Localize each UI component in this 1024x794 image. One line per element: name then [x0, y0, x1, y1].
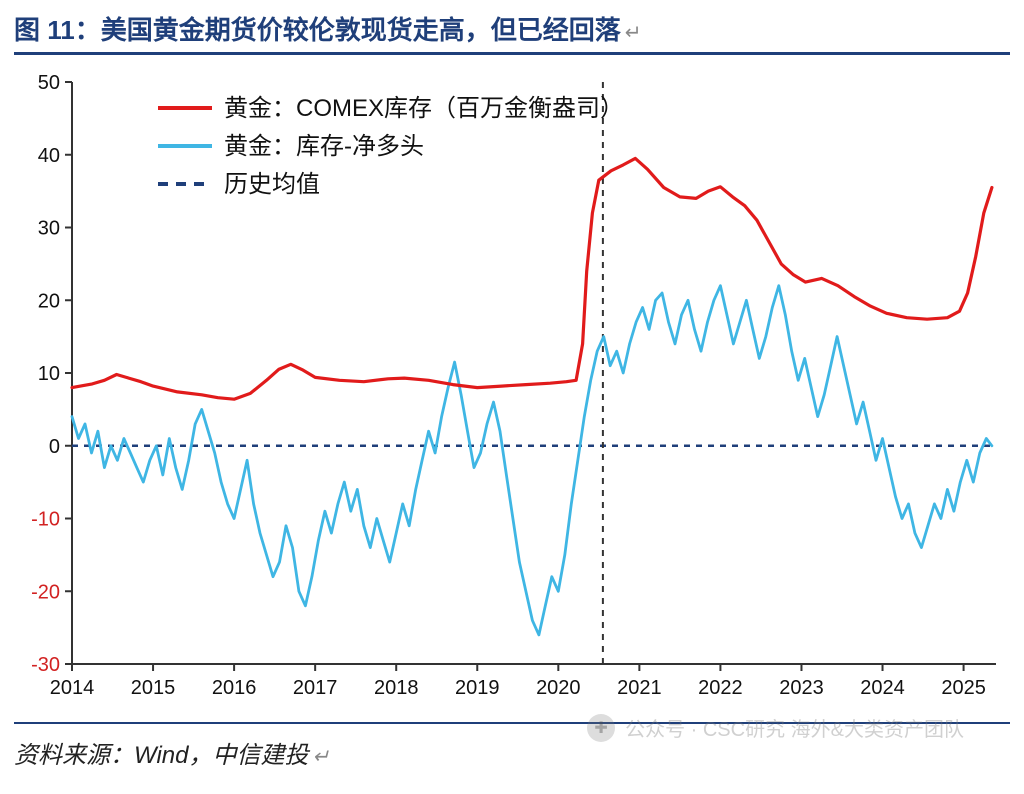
svg-text:-20: -20	[31, 581, 60, 603]
svg-text:历史均值: 历史均值	[224, 171, 320, 198]
title-row: 图 11：美国黄金期货价较伦敦现货走高，但已经回落↵	[14, 8, 1010, 55]
figure-title: 图 11：美国黄金期货价较伦敦现货走高，但已经回落	[14, 15, 621, 45]
svg-text:2014: 2014	[50, 677, 95, 699]
source-text: 资料来源：Wind，中信建投	[14, 742, 308, 769]
source-line: 资料来源：Wind，中信建投↵	[14, 735, 329, 770]
return-glyph-2: ↵	[312, 746, 329, 768]
wechat-icon: ✚	[587, 714, 615, 742]
svg-text:-30: -30	[31, 654, 60, 676]
svg-text:2020: 2020	[536, 677, 581, 699]
svg-text:10: 10	[38, 363, 60, 385]
svg-text:2023: 2023	[779, 677, 824, 699]
watermark: ✚ 公众号 · CSC研究 海外&大类资产团队	[587, 713, 964, 742]
watermark-text: 公众号 · CSC研究 海外&大类资产团队	[625, 713, 964, 742]
figure-11: 图 11：美国黄金期货价较伦敦现货走高，但已经回落↵ -30-20-100102…	[0, 0, 1024, 794]
svg-text:30: 30	[38, 218, 60, 240]
svg-text:2025: 2025	[941, 677, 986, 699]
svg-text:2022: 2022	[698, 677, 743, 699]
svg-text:2015: 2015	[131, 677, 176, 699]
svg-text:黄金：库存-净多头: 黄金：库存-净多头	[224, 133, 424, 160]
svg-text:50: 50	[38, 72, 60, 94]
svg-text:-10: -10	[31, 509, 60, 531]
svg-text:2021: 2021	[617, 677, 662, 699]
return-glyph: ↵	[625, 22, 642, 44]
svg-text:2016: 2016	[212, 677, 257, 699]
svg-text:2019: 2019	[455, 677, 500, 699]
svg-text:2018: 2018	[374, 677, 419, 699]
svg-text:2017: 2017	[293, 677, 338, 699]
svg-text:0: 0	[49, 436, 60, 458]
svg-text:黄金：COMEX库存（百万金衡盎司）: 黄金：COMEX库存（百万金衡盎司）	[224, 95, 624, 122]
chart-area: -30 -20 -10 0 10 20 30 40 50 2014 2015 2016 2017 2018…	[14, 64, 1010, 710]
svg-text:2024: 2024	[860, 677, 905, 699]
svg-text:40: 40	[38, 145, 60, 167]
svg-text:20: 20	[38, 290, 60, 312]
line-chart: -30 -20 -10 0 10 20 30 40 50 2014 2015 2016 2017 2018…	[14, 64, 1010, 710]
